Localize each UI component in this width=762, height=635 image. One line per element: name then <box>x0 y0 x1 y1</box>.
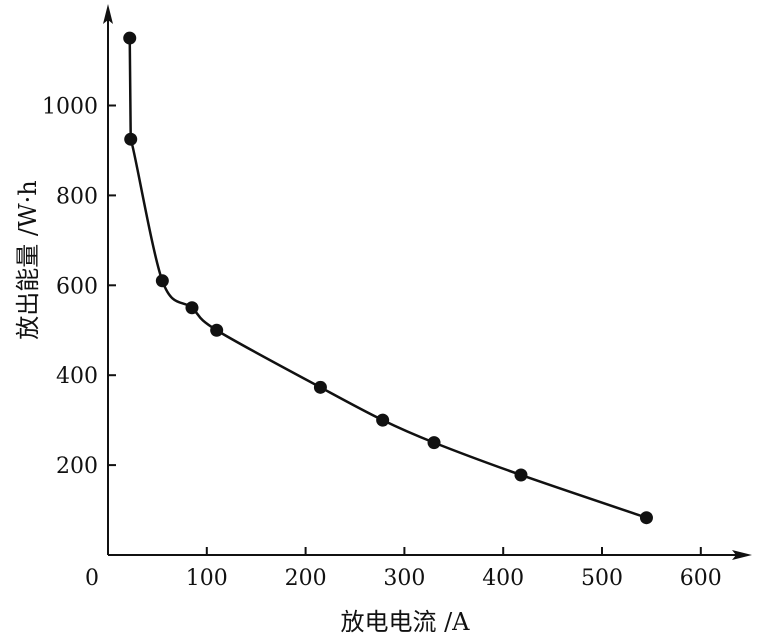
data-point <box>313 380 327 394</box>
data-point <box>124 132 138 146</box>
y-axis-title: 放出能量 /W·h <box>14 180 42 339</box>
x-tick-label: 100 <box>186 566 228 591</box>
x-ticks: 100 200 300 400 500 600 <box>186 547 722 591</box>
origin-label: 0 <box>85 566 99 591</box>
y-tick-label: 1000 <box>42 95 98 120</box>
data-point <box>514 468 528 482</box>
y-ticks: 200 400 600 800 1000 <box>42 95 116 479</box>
data-point <box>185 301 199 315</box>
y-axis <box>103 4 113 555</box>
x-tick-label: 400 <box>482 566 524 591</box>
data-point <box>123 31 137 45</box>
data-curve <box>128 38 647 519</box>
data-point <box>639 511 653 525</box>
y-tick-label: 400 <box>56 364 98 389</box>
y-tick-label: 800 <box>56 184 98 209</box>
x-tick-label: 500 <box>581 566 623 591</box>
x-tick-label: 600 <box>680 566 722 591</box>
x-tick-label: 300 <box>383 566 425 591</box>
data-point <box>155 274 169 288</box>
x-axis-arrow <box>732 550 752 560</box>
y-tick-label: 200 <box>56 454 98 479</box>
x-tick-label: 200 <box>285 566 327 591</box>
data-point <box>376 413 390 427</box>
y-tick-label: 600 <box>56 274 98 299</box>
y-axis-arrow <box>103 4 113 24</box>
data-point <box>427 436 441 450</box>
data-point <box>210 323 224 337</box>
data-points <box>123 31 653 525</box>
x-axis-title: 放电电流 /A <box>340 608 470 635</box>
x-axis <box>108 550 752 560</box>
